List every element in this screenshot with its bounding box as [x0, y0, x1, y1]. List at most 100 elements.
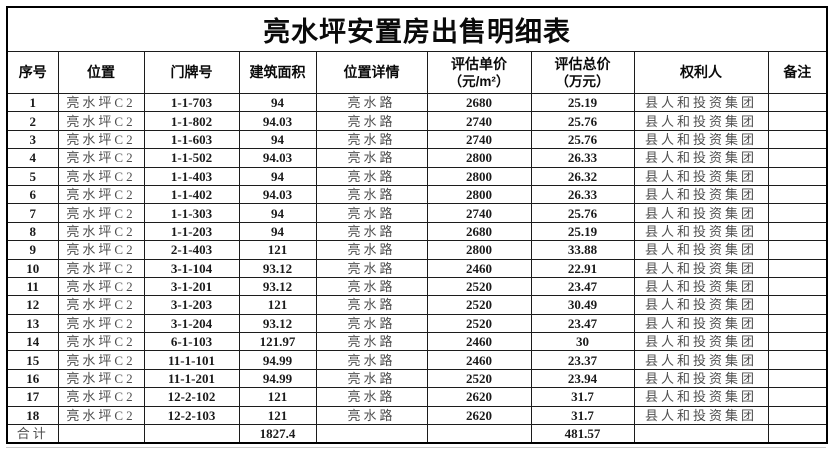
cell-location: 亮水坪C2	[57, 276, 145, 297]
cell-building-area: 94	[238, 221, 317, 242]
cell-total-price: 26.33	[530, 148, 635, 168]
cell-house-number: 3-1-204	[143, 313, 240, 334]
cell-unit-price: 2520	[426, 313, 532, 334]
cell-house-number: 11-1-101	[143, 350, 240, 370]
table-body: 1 亮水坪C2 1-1-703 94 亮水路 2680 25.19 县人和投资集团 2 亮水坪C2…	[6, 92, 828, 426]
cell-index: 9	[6, 240, 59, 260]
cell-owner: 县人和投资集团	[633, 184, 769, 205]
table-sheet: 亮水坪安置房出售明细表 序号 位置 门牌号 建筑面积	[6, 6, 829, 445]
cell-index: 3	[6, 129, 59, 150]
cell-building-area: 121.97	[238, 332, 317, 352]
cell-house-number: 1-1-303	[143, 203, 240, 223]
cell-remark	[767, 221, 828, 242]
cell-remark	[767, 276, 828, 297]
cell-index: 1	[6, 92, 59, 113]
cell-unit-price: 2620	[426, 405, 532, 426]
page-title: 亮水坪安置房出售明细表	[6, 6, 828, 52]
cell-total-price: 23.94	[530, 368, 635, 389]
cell-location: 亮水坪C2	[57, 258, 145, 278]
cell-location-detail: 亮水路	[315, 295, 428, 315]
cell-index: 15	[6, 350, 59, 370]
column-header-label: 建筑面积	[249, 64, 306, 81]
cell-house-number: 1-1-402	[143, 184, 240, 205]
cell-location: 亮水坪C2	[57, 129, 145, 150]
cell-owner: 县人和投资集团	[633, 258, 769, 278]
cell-index: 6	[6, 184, 59, 205]
table-row: 11 亮水坪C2 3-1-201 93.12 亮水路 2520 23.47 县人和投资集团	[6, 276, 828, 297]
cell-index: 5	[6, 166, 59, 186]
cell-owner: 县人和投资集团	[633, 166, 769, 186]
cell-house-number: 12-2-102	[143, 387, 240, 407]
column-header-building-area: 建筑面积	[238, 51, 317, 94]
column-header-location-detail: 位置详情	[315, 51, 428, 94]
table-row: 12 亮水坪C2 3-1-203 121 亮水路 2520 30.49 县人和投资集团	[6, 295, 828, 315]
cell-remark	[767, 350, 828, 370]
cell-unit-price: 2520	[426, 276, 532, 297]
cell-remark	[767, 240, 828, 260]
cell-unit-price: 2800	[426, 184, 532, 205]
cell-building-area: 121	[238, 387, 317, 407]
cell-location: 亮水坪C2	[57, 405, 145, 426]
cell-building-area: 121	[238, 240, 317, 260]
table-row: 17 亮水坪C2 12-2-102 121 亮水路 2620 31.7 县人和投资集团	[6, 387, 828, 407]
table-row: 15 亮水坪C2 11-1-101 94.99 亮水路 2460 23.37 县人和投资集团	[6, 350, 828, 370]
cell-house-number: 6-1-103	[143, 332, 240, 352]
column-header-label: 位置详情	[343, 64, 400, 81]
cell-total-label: 合计	[6, 424, 59, 444]
cell-building-area: 94.99	[238, 350, 317, 370]
cell-remark	[767, 92, 828, 113]
table-row: 7 亮水坪C2 1-1-303 94 亮水路 2740 25.76 县人和投资集团	[6, 203, 828, 223]
column-header-location: 位置	[57, 51, 145, 94]
cell-owner: 县人和投资集团	[633, 111, 769, 131]
cell-unit-price: 2460	[426, 332, 532, 352]
cell-remark	[767, 387, 828, 407]
cell-price-total: 481.57	[530, 424, 635, 444]
cell-location-detail: 亮水路	[315, 221, 428, 242]
cell-total-price: 25.76	[530, 111, 635, 131]
cell-location-detail: 亮水路	[315, 368, 428, 389]
cell-house-number: 1-1-802	[143, 111, 240, 131]
table-row: 6 亮水坪C2 1-1-402 94.03 亮水路 2800 26.33 县人和投资集团	[6, 184, 828, 205]
cell-owner: 县人和投资集团	[633, 332, 769, 352]
cell-index: 2	[6, 111, 59, 131]
cell-unit-price: 2740	[426, 129, 532, 150]
cell-location-detail: 亮水路	[315, 92, 428, 113]
cell-location: 亮水坪C2	[57, 92, 145, 113]
cell-location-detail: 亮水路	[315, 203, 428, 223]
column-header-label: 权利人	[680, 64, 722, 81]
cell-owner: 县人和投资集团	[633, 387, 769, 407]
cell-location: 亮水坪C2	[57, 184, 145, 205]
cell-building-area: 94.03	[238, 148, 317, 168]
column-header-total-price: 评估总价 （万元）	[530, 51, 635, 94]
cell-total-price: 30	[530, 332, 635, 352]
column-header-label: 备注	[783, 64, 812, 81]
table-row: 5 亮水坪C2 1-1-403 94 亮水路 2800 26.32 县人和投资集团	[6, 166, 828, 186]
column-header-label: 序号	[18, 64, 47, 81]
table-row: 18 亮水坪C2 12-2-103 121 亮水路 2620 31.7 县人和投资集团	[6, 405, 828, 426]
cell-total-price: 25.76	[530, 203, 635, 223]
cell-unit-price: 2520	[426, 295, 532, 315]
cell-remark	[767, 332, 828, 352]
cell-total-price: 31.7	[530, 387, 635, 407]
cell-index: 16	[6, 368, 59, 389]
cell-building-area: 94.99	[238, 368, 317, 389]
table-row: 2 亮水坪C2 1-1-802 94.03 亮水路 2740 25.76 县人和投资集团	[6, 111, 828, 131]
cell-owner: 县人和投资集团	[633, 276, 769, 297]
cell-owner: 县人和投资集团	[633, 368, 769, 389]
cell-unit-price: 2460	[426, 258, 532, 278]
cell-location-detail: 亮水路	[315, 258, 428, 278]
cell-total-price: 25.19	[530, 92, 635, 113]
cell-building-area: 93.12	[238, 258, 317, 278]
cell-location-detail	[315, 424, 428, 444]
cell-house-number: 1-1-403	[143, 166, 240, 186]
table-row: 16 亮水坪C2 11-1-201 94.99 亮水路 2520 23.94 县人和投资集团	[6, 368, 828, 389]
column-header-house-number: 门牌号	[143, 51, 240, 94]
table-row: 13 亮水坪C2 3-1-204 93.12 亮水路 2520 23.47 县人和投资集团	[6, 313, 828, 334]
column-header-unit-price: 评估单价 （元/m²）	[426, 51, 532, 94]
cell-owner: 县人和投资集团	[633, 148, 769, 168]
cell-unit-price: 2800	[426, 166, 532, 186]
cell-building-area: 93.12	[238, 313, 317, 334]
cell-location: 亮水坪C2	[57, 295, 145, 315]
cell-index: 8	[6, 221, 59, 242]
